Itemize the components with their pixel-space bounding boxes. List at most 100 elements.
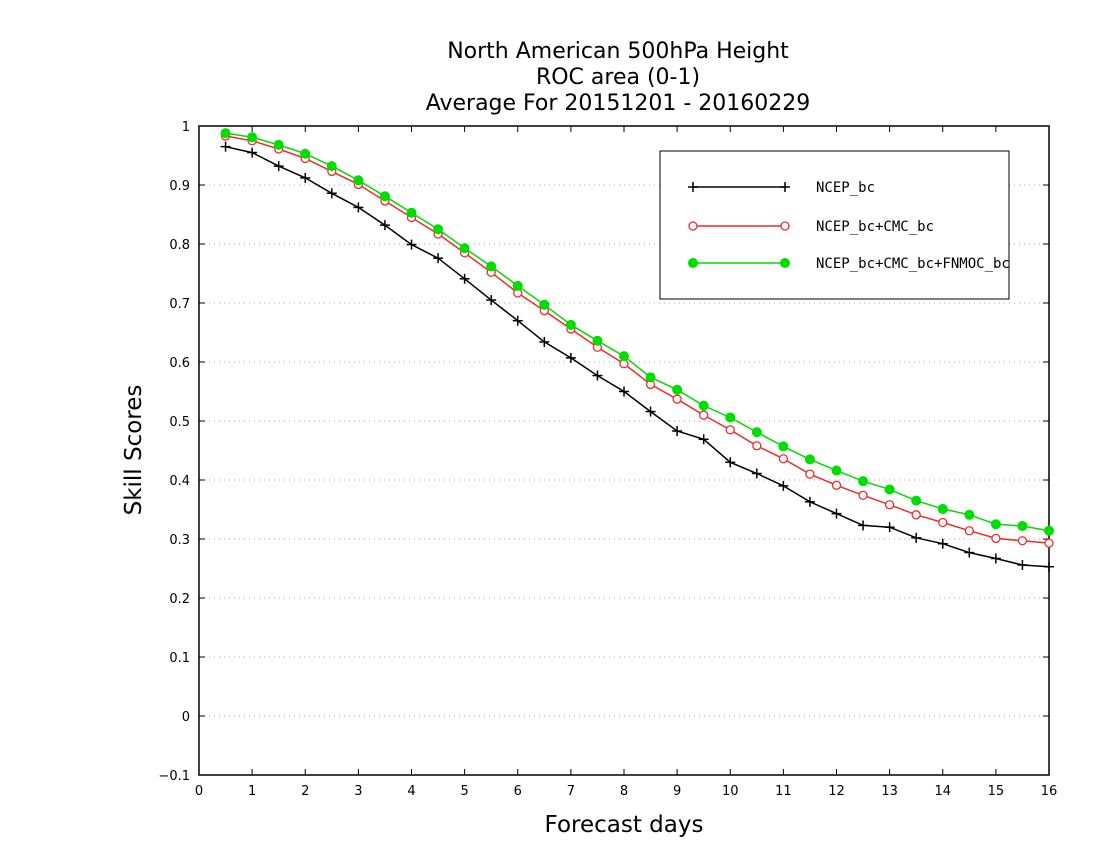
y-tick-label: 0.3 [169,533,190,548]
x-tick-label: 10 [722,784,739,799]
open-circle-marker [725,425,735,435]
y-tick-label: 0.1 [169,651,190,666]
filled-circle-marker [512,280,523,291]
plus-marker [672,426,683,437]
y-axis-label: Skill Scores [121,385,147,516]
filled-circle-marker [645,372,656,383]
filled-circle-marker [725,412,736,423]
title-line-2: ROC area (0-1) [536,65,700,90]
plus-marker [459,273,470,284]
legend-item-2: NCEP_bc+CMC_bc [688,219,934,235]
filled-circle-marker [1017,521,1028,532]
plus-marker [698,434,709,445]
filled-circle-marker [698,400,709,411]
plus-marker [619,386,629,397]
filled-circle-marker [406,207,417,218]
y-tick-label: −0.1 [158,769,190,784]
filled-circle-marker [379,191,390,202]
filled-circle-marker [688,258,698,268]
plus-marker [780,182,790,192]
filled-circle-marker [247,132,258,143]
plus-marker [406,239,417,250]
plus-marker [751,468,762,479]
y-tick-label: 1 [182,120,190,135]
plus-marker [247,147,258,158]
filled-circle-marker [1044,525,1054,536]
filled-circle-marker [326,161,337,172]
plus-marker [220,141,231,152]
legend-box [659,150,1010,300]
y-tick-label: 0.5 [169,415,190,430]
filled-circle-marker [911,495,922,506]
plus-marker [1044,561,1054,572]
filled-circle-marker [539,299,550,310]
plus-marker [326,188,337,199]
x-tick-label: 14 [934,784,951,799]
x-tick-label: 0 [195,784,203,799]
plus-marker [964,547,975,558]
filled-circle-marker [751,427,762,438]
filled-circle-marker [486,261,497,272]
series-layer [220,128,1054,572]
plus-marker [937,538,948,549]
filled-circle-marker [937,503,948,514]
plus-marker [911,532,922,543]
y-tick-label: 0 [182,710,190,725]
plus-marker [273,161,284,172]
open-circle-marker [964,526,974,536]
plus-marker [486,295,497,306]
open-circle-marker [805,469,815,479]
x-tick-label: 8 [620,784,628,799]
plus-marker [725,457,736,468]
y-tick-label: 0.8 [169,238,190,253]
plus-marker [433,253,444,264]
legend-label: NCEP_bc+CMC_bc [816,219,934,235]
open-circle-marker [858,490,868,500]
filled-circle-marker [353,175,364,186]
filled-circle-marker [831,465,842,476]
plus-marker [565,352,576,363]
filled-circle-marker [884,484,895,495]
filled-circle-marker [220,128,231,139]
x-tick-label: 4 [407,784,415,799]
series-3 [220,128,1054,536]
plus-marker [858,520,869,531]
y-tick-label: 0.6 [169,356,190,371]
plus-marker [884,522,895,533]
x-tick-label: 13 [881,784,898,799]
y-tick-label: 0.9 [169,179,190,194]
x-tick-label: 6 [514,784,522,799]
x-tick-label: 9 [673,784,681,799]
plus-marker [990,553,1001,564]
y-tick-label: 0.4 [169,474,190,489]
open-circle-marker [699,410,709,420]
filled-circle-marker [672,384,683,395]
plus-marker [379,220,390,231]
open-circle-marker [752,441,762,451]
open-circle-marker [911,510,921,520]
plus-marker [688,182,698,192]
filled-circle-marker [459,243,470,254]
filled-circle-marker [592,335,603,346]
x-tick-label: 2 [301,784,309,799]
filled-circle-marker [780,258,790,268]
x-tick-label: 5 [460,784,468,799]
filled-circle-marker [990,519,1001,530]
x-tick-label: 11 [775,784,792,799]
open-circle-marker [884,500,895,510]
open-circle-marker [778,454,789,464]
open-circle-marker [688,221,698,231]
plus-marker [831,508,842,519]
y-tick-label: 0.2 [169,592,190,607]
title-line-1: North American 500hPa Height [447,39,789,64]
axis-ticks: −0.100.10.20.30.40.50.60.70.80.910 1 2 3 4 5 6… [158,120,1057,799]
x-axis-label: Forecast days [545,812,704,838]
y-tick-label: 0.7 [169,297,190,312]
filled-circle-marker [964,509,975,520]
legend-item-1: NCEP_bc [688,180,875,196]
legend-item-3: NCEP_bc+CMC_bc+FNMOC_bc [688,256,1010,272]
series-line [225,145,1050,568]
filled-circle-marker [619,351,629,362]
legend-label: NCEP_bc+CMC_bc+FNMOC_bc [816,256,1010,272]
